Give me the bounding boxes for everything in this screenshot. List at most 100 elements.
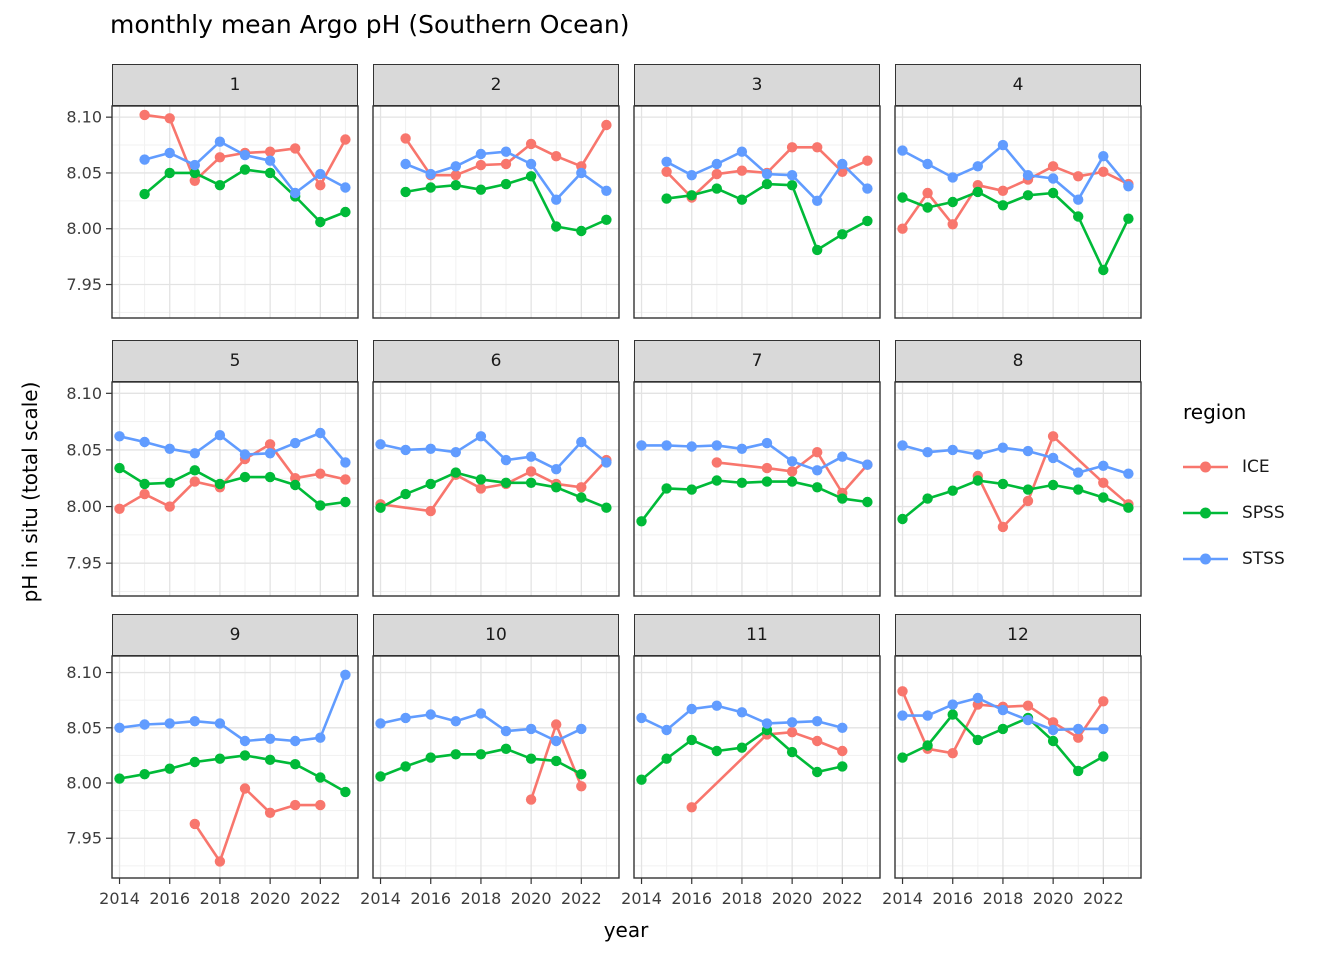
facet-panel-12: 2014 2016 2018 2020 2022 (882, 655, 1142, 908)
x-tick-label: 2022 (822, 889, 863, 908)
facet-strip-12: 12 (895, 614, 1141, 656)
legend-entry-label: SPSS (1242, 503, 1285, 523)
legend-entry-label: ICE (1242, 457, 1270, 477)
x-tick-label: 2016 (671, 889, 712, 908)
series-SPSS-month-3 (661, 178, 873, 256)
series-STSS-month-6 (375, 431, 612, 475)
legend-entry-STSS: STSS (1183, 536, 1285, 582)
y-tick-label: 8.05 (66, 440, 102, 459)
series-SPSS-month-8 (897, 475, 1134, 525)
series-SPSS-month-7 (636, 475, 873, 527)
facet-panel-2 (372, 105, 620, 319)
series-STSS-month-10 (375, 708, 587, 747)
facet-label: 7 (751, 351, 763, 371)
y-tick-label: 7.95 (66, 554, 102, 573)
x-tick-label: 2016 (410, 889, 451, 908)
x-tick-label: 2014 (882, 889, 923, 908)
legend-key-SPSS (1183, 507, 1228, 519)
facet-panel-7 (633, 381, 881, 597)
facet-panel-3 (633, 105, 881, 319)
facet-panel-5: 8.10 8.05 8.00 7.95 (66, 381, 359, 597)
facet-strip-10: 10 (373, 614, 619, 656)
series-SPSS-month-2 (400, 171, 612, 237)
facet-label: 6 (490, 351, 502, 371)
series-STSS-month-5 (114, 427, 351, 468)
facet-label: 5 (229, 351, 241, 371)
facet-panel-8 (894, 381, 1142, 597)
series-STSS-month-1 (139, 136, 351, 199)
series-ICE-month-10 (525, 719, 587, 805)
series-STSS-month-2 (400, 146, 612, 205)
y-axis-title: pH in situ (total scale) (18, 381, 42, 603)
facet-label: 8 (1012, 351, 1024, 371)
facet-label: 11 (746, 625, 768, 645)
facet-panel-10: 2014 2016 2018 2020 2022 (360, 655, 620, 908)
y-tick-label: 8.10 (66, 384, 102, 403)
facet-strip-2: 2 (373, 64, 619, 106)
legend-entry-label: STSS (1242, 549, 1285, 569)
legend-entry-ICE: ICE (1183, 444, 1285, 490)
legend-entry-SPSS: SPSS (1183, 490, 1285, 536)
y-tick-label: 8.00 (66, 774, 102, 793)
chart-title: monthly mean Argo pH (Southern Ocean) (110, 10, 630, 39)
facet-panel-1: 8.10 8.05 8.00 7.95 (66, 105, 359, 319)
facet-label: 4 (1012, 75, 1024, 95)
y-tick-label: 8.00 (66, 497, 102, 516)
facet-label: 3 (751, 75, 763, 95)
facet-strip-6: 6 (373, 340, 619, 382)
facet-panel-11: 2014 2016 2018 2020 2022 (621, 655, 881, 908)
series-STSS-month-3 (661, 146, 873, 206)
series-SPSS-month-10 (375, 743, 587, 782)
series-SPSS-month-1 (139, 164, 351, 228)
facet-strip-8: 8 (895, 340, 1141, 382)
x-tick-label: 2022 (300, 889, 341, 908)
series-STSS-month-8 (897, 440, 1134, 479)
legend-title: region (1183, 400, 1247, 424)
series-ICE-month-9 (189, 783, 326, 867)
series-STSS-month-9 (114, 669, 351, 747)
facet-panel-4 (894, 105, 1142, 319)
legend: region ICE SPSS STSS (1183, 400, 1285, 582)
x-tick-label: 2020 (1033, 889, 1074, 908)
facet-label: 12 (1007, 625, 1029, 645)
legend-key-STSS (1183, 553, 1228, 565)
facet-strip-7: 7 (634, 340, 880, 382)
x-tick-label: 2014 (360, 889, 401, 908)
facet-label: 9 (229, 625, 241, 645)
series-SPSS-month-6 (375, 467, 612, 513)
facet-label: 2 (490, 75, 502, 95)
x-tick-label: 2016 (932, 889, 973, 908)
x-tick-label: 2016 (149, 889, 190, 908)
series-SPSS-month-5 (114, 462, 351, 511)
facet-strip-1: 1 (112, 64, 358, 106)
x-tick-label: 2020 (511, 889, 552, 908)
x-tick-label: 2014 (99, 889, 140, 908)
x-axis-title: year (603, 918, 649, 942)
facet-panel-6 (372, 381, 620, 597)
series-ICE-month-2 (400, 119, 612, 181)
facet-strip-3: 3 (634, 64, 880, 106)
y-tick-label: 8.10 (66, 108, 102, 127)
series-STSS-month-7 (636, 437, 873, 476)
series-STSS-month-4 (897, 139, 1134, 205)
y-tick-label: 8.00 (66, 219, 102, 238)
x-tick-label: 2018 (983, 889, 1024, 908)
x-tick-label: 2020 (250, 889, 291, 908)
facet-strip-9: 9 (112, 614, 358, 656)
series-SPSS-month-12 (897, 709, 1109, 777)
facet-strip-5: 5 (112, 340, 358, 382)
x-tick-label: 2018 (200, 889, 241, 908)
y-tick-label: 8.05 (66, 163, 102, 182)
facet-strip-11: 11 (634, 614, 880, 656)
x-tick-label: 2022 (1083, 889, 1124, 908)
y-tick-label: 7.95 (66, 829, 102, 848)
y-tick-label: 7.95 (66, 275, 102, 294)
x-tick-label: 2018 (461, 889, 502, 908)
x-tick-label: 2020 (772, 889, 813, 908)
legend-key-ICE (1183, 461, 1228, 473)
x-tick-label: 2022 (561, 889, 602, 908)
x-tick-label: 2018 (722, 889, 763, 908)
facet-strip-4: 4 (895, 64, 1141, 106)
facet-panel-9: 8.10 8.05 8.00 7.95 2014 2016 2018 2020 2022 (66, 655, 359, 908)
